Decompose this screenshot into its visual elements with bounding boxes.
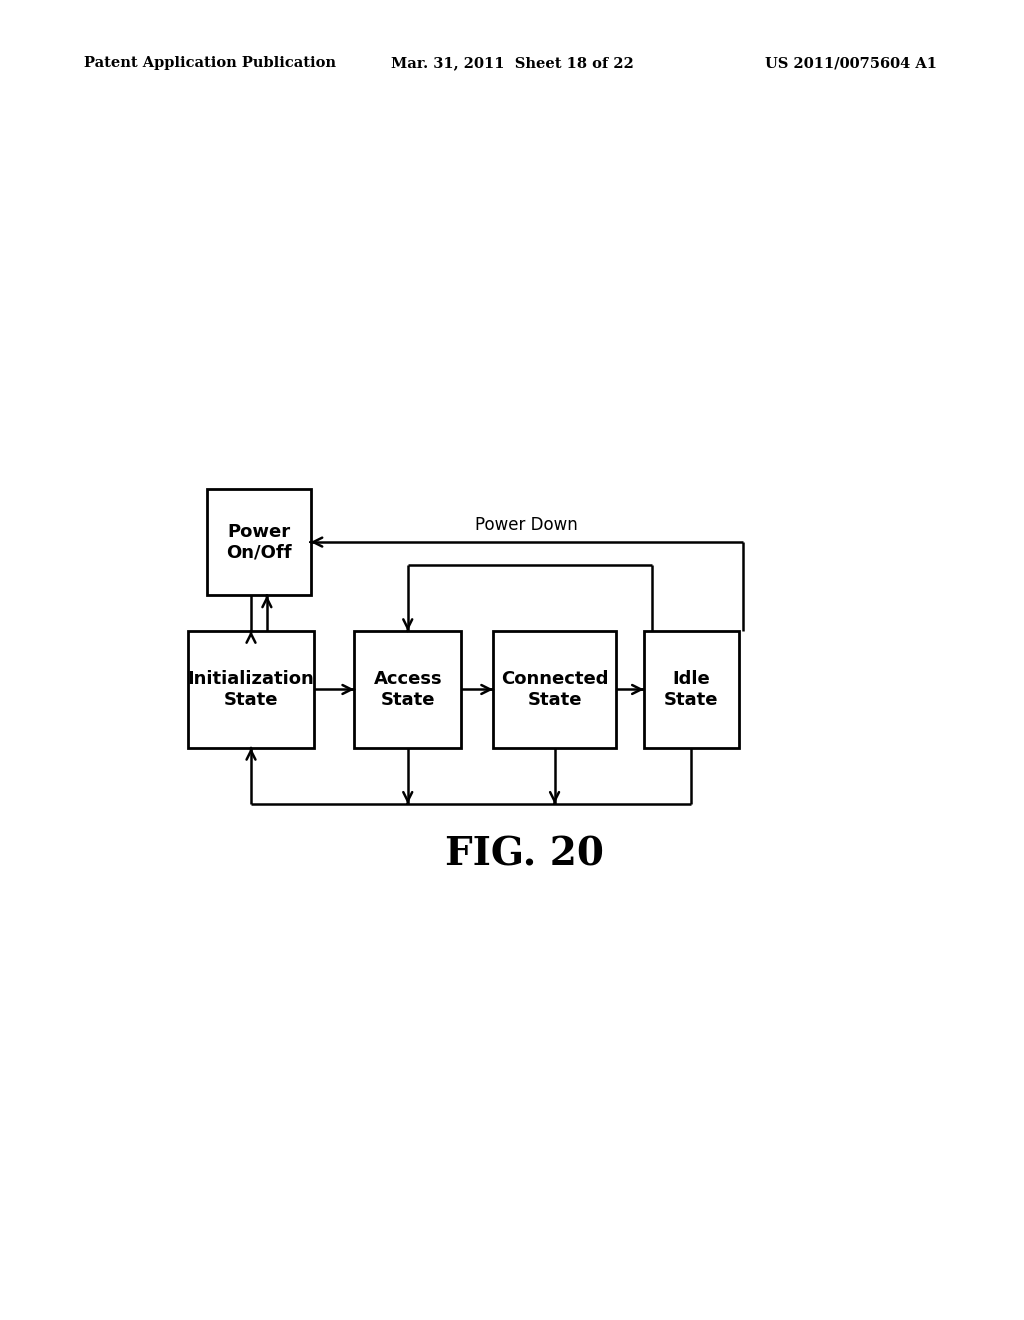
Text: Access
State: Access State: [374, 671, 442, 709]
Bar: [207, 488, 310, 595]
Bar: [494, 631, 616, 748]
Text: Mar. 31, 2011  Sheet 18 of 22: Mar. 31, 2011 Sheet 18 of 22: [390, 57, 634, 70]
Bar: [644, 631, 739, 748]
Text: Initialization
State: Initialization State: [187, 671, 314, 709]
Text: Connected
State: Connected State: [501, 671, 608, 709]
Text: Idle
State: Idle State: [665, 671, 719, 709]
Text: US 2011/0075604 A1: US 2011/0075604 A1: [765, 57, 937, 70]
Text: Patent Application Publication: Patent Application Publication: [84, 57, 336, 70]
Text: Power Down: Power Down: [475, 516, 579, 535]
Text: Power
On/Off: Power On/Off: [226, 523, 292, 561]
Bar: [354, 631, 461, 748]
Text: FIG. 20: FIG. 20: [445, 836, 604, 874]
Bar: [187, 631, 314, 748]
